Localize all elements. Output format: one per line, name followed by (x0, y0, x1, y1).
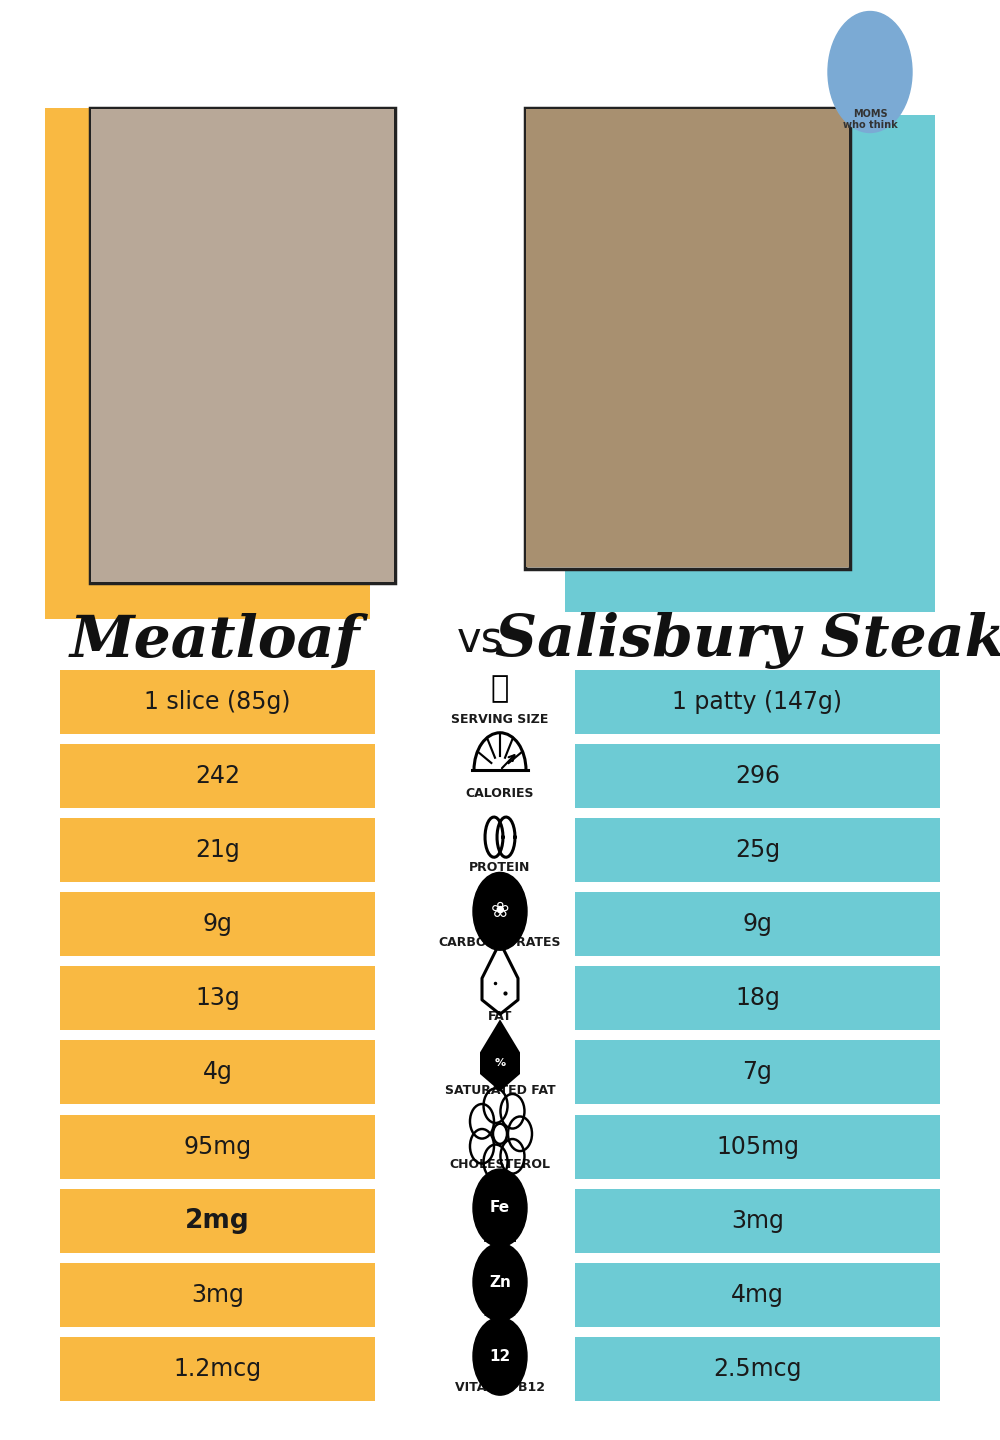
Text: ZINC: ZINC (483, 1306, 517, 1319)
FancyBboxPatch shape (575, 1115, 940, 1178)
Text: 1 patty (147g): 1 patty (147g) (672, 690, 842, 714)
Text: IRON: IRON (482, 1233, 518, 1246)
Text: 242: 242 (195, 763, 240, 788)
FancyBboxPatch shape (60, 1188, 375, 1253)
FancyBboxPatch shape (60, 670, 375, 733)
Text: 296: 296 (735, 763, 780, 788)
Text: 4g: 4g (203, 1060, 232, 1084)
Text: CARBOHYDRATES: CARBOHYDRATES (439, 936, 561, 949)
Text: 3mg: 3mg (191, 1283, 244, 1308)
Text: CALORIES: CALORIES (466, 788, 534, 801)
Text: 2.5mcg: 2.5mcg (713, 1356, 802, 1381)
FancyBboxPatch shape (575, 891, 940, 956)
FancyBboxPatch shape (60, 743, 375, 808)
Text: Zn: Zn (489, 1274, 511, 1290)
Text: VITAMIN B12: VITAMIN B12 (455, 1381, 545, 1394)
FancyBboxPatch shape (575, 966, 940, 1030)
FancyBboxPatch shape (526, 109, 849, 567)
Text: vs: vs (457, 619, 503, 662)
FancyBboxPatch shape (575, 1188, 940, 1253)
Text: 🍽: 🍽 (491, 674, 509, 703)
Text: 3mg: 3mg (731, 1208, 784, 1233)
Text: 21g: 21g (195, 838, 240, 863)
Circle shape (828, 12, 912, 132)
Text: 9g: 9g (743, 912, 772, 936)
Text: PROTEIN: PROTEIN (469, 861, 531, 874)
FancyBboxPatch shape (575, 1263, 940, 1328)
Text: %: % (494, 1057, 506, 1067)
FancyBboxPatch shape (575, 743, 940, 808)
Text: Fe: Fe (490, 1201, 510, 1215)
Text: Salisbury Steak: Salisbury Steak (495, 612, 1000, 670)
FancyBboxPatch shape (565, 115, 935, 612)
Text: CHOLESTEROL: CHOLESTEROL (450, 1158, 550, 1171)
Text: ❀: ❀ (491, 901, 509, 922)
Circle shape (473, 1318, 527, 1395)
Text: 1 slice (85g): 1 slice (85g) (144, 690, 291, 714)
Text: 4mg: 4mg (731, 1283, 784, 1308)
FancyBboxPatch shape (60, 966, 375, 1030)
Text: MOMS
who think: MOMS who think (843, 109, 897, 130)
FancyBboxPatch shape (60, 1115, 375, 1178)
Circle shape (473, 1169, 527, 1247)
FancyBboxPatch shape (575, 1336, 940, 1401)
PathPatch shape (480, 1020, 520, 1092)
Text: 95mg: 95mg (183, 1135, 252, 1159)
FancyBboxPatch shape (575, 818, 940, 881)
FancyBboxPatch shape (60, 1263, 375, 1328)
FancyBboxPatch shape (45, 108, 370, 619)
Text: 2mg: 2mg (185, 1208, 250, 1234)
Text: 18g: 18g (735, 986, 780, 1011)
Text: FAT: FAT (488, 1009, 512, 1022)
Text: 12: 12 (489, 1349, 511, 1364)
FancyBboxPatch shape (90, 108, 395, 583)
FancyBboxPatch shape (91, 109, 394, 582)
Text: 13g: 13g (195, 986, 240, 1011)
Text: 25g: 25g (735, 838, 780, 863)
FancyBboxPatch shape (60, 818, 375, 881)
FancyBboxPatch shape (60, 1040, 375, 1104)
Text: SATURATED FAT: SATURATED FAT (445, 1084, 555, 1097)
Text: 9g: 9g (203, 912, 232, 936)
FancyBboxPatch shape (525, 108, 850, 569)
Text: Meatloaf: Meatloaf (70, 612, 360, 670)
Circle shape (473, 1243, 527, 1320)
Text: 105mg: 105mg (716, 1135, 799, 1159)
Text: SERVING SIZE: SERVING SIZE (451, 713, 549, 726)
FancyBboxPatch shape (575, 670, 940, 733)
Text: 7g: 7g (743, 1060, 772, 1084)
FancyBboxPatch shape (60, 1336, 375, 1401)
Text: 1.2mcg: 1.2mcg (173, 1356, 262, 1381)
Circle shape (473, 873, 527, 950)
FancyBboxPatch shape (60, 891, 375, 956)
FancyBboxPatch shape (575, 1040, 940, 1104)
